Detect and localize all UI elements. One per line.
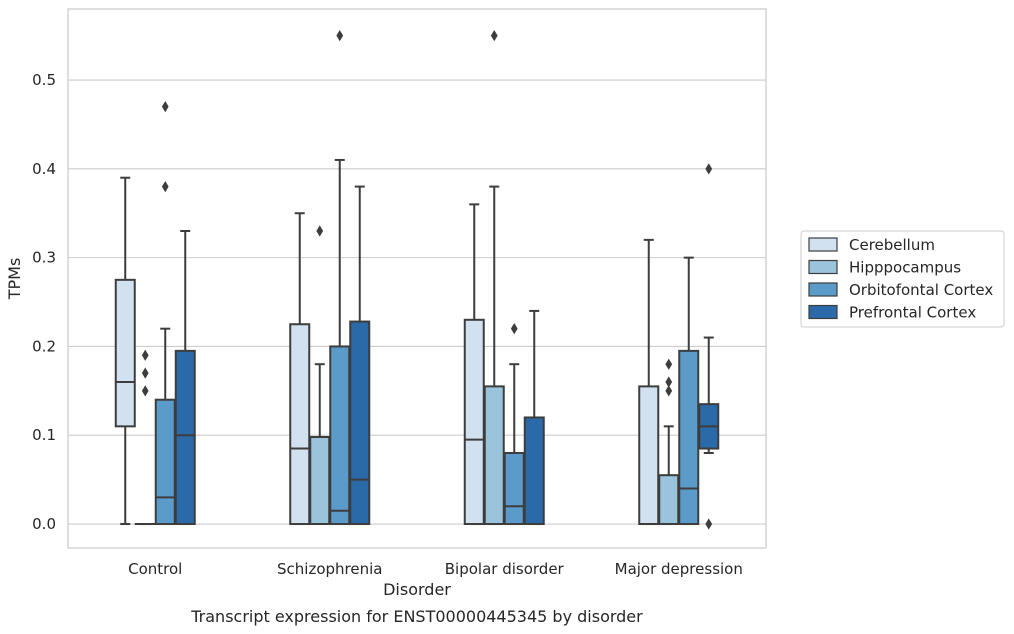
box-body bbox=[154, 398, 176, 526]
box-prefrontal-cortex bbox=[174, 229, 196, 526]
box-body bbox=[174, 349, 196, 526]
box-body bbox=[483, 385, 505, 526]
plot-area-frame bbox=[67, 8, 767, 549]
x-tick-label: Bipolar disorder bbox=[445, 560, 565, 578]
box-orbitofontal-cortex bbox=[154, 101, 176, 526]
outlier-point bbox=[705, 163, 713, 175]
box-body bbox=[678, 349, 700, 526]
box-prefrontal-cortex bbox=[523, 309, 545, 526]
y-tick-label: 0.5 bbox=[32, 71, 56, 89]
legend-swatch bbox=[808, 259, 838, 275]
box-cerebellum bbox=[114, 176, 136, 526]
outlier-point bbox=[490, 30, 498, 42]
box-body bbox=[638, 385, 660, 526]
legend: Cerebellum Hipppocampus Orbitofontal Corte… bbox=[800, 230, 1005, 328]
outlier-point bbox=[161, 180, 169, 193]
box-prefrontal-cortex bbox=[698, 163, 720, 530]
box-body bbox=[349, 320, 371, 526]
legend-swatch bbox=[808, 237, 838, 252]
legend-entry-label: Hipppocampus bbox=[849, 259, 961, 277]
outlier-point bbox=[316, 225, 324, 237]
box-hipppocampus bbox=[658, 358, 680, 526]
box-cerebellum bbox=[289, 212, 311, 526]
box-body bbox=[658, 474, 680, 526]
outlier-point bbox=[665, 385, 673, 397]
outlier-point bbox=[705, 518, 713, 530]
outlier-point bbox=[161, 101, 169, 113]
x-axis-title: Disorder bbox=[383, 580, 451, 599]
x-tick-label: Control bbox=[128, 560, 182, 578]
y-axis-title: TPMs bbox=[5, 258, 24, 301]
box-body bbox=[523, 416, 545, 526]
box-body bbox=[503, 451, 525, 526]
x-tick-labels: Control Schizophrenia Bipolar disorder Majo… bbox=[128, 560, 743, 578]
x-tick-label: Major depression bbox=[615, 560, 743, 578]
box-body bbox=[463, 318, 485, 526]
box-body bbox=[289, 323, 311, 526]
box-body bbox=[329, 345, 351, 526]
legend-entry-label: Orbitofontal Cortex bbox=[849, 281, 993, 299]
outlier-point bbox=[665, 358, 673, 370]
y-tick-label: 0.1 bbox=[32, 426, 56, 444]
y-tick-labels: 0.0 0.1 0.2 0.3 0.4 0.5 bbox=[32, 71, 56, 533]
box-body bbox=[114, 278, 136, 428]
outlier-point bbox=[141, 385, 149, 397]
y-tick-label: 0.2 bbox=[32, 337, 56, 355]
outlier-point bbox=[510, 323, 518, 335]
legend-entry-label: Cerebellum bbox=[849, 236, 935, 254]
legend-swatch bbox=[808, 282, 838, 297]
outlier-point bbox=[665, 376, 673, 388]
figure-caption: Transcript expression for ENST0000044534… bbox=[190, 607, 643, 626]
boxes bbox=[114, 30, 720, 530]
box-body bbox=[309, 436, 331, 526]
y-tick-label: 0.3 bbox=[32, 249, 56, 267]
box-hipppocampus bbox=[134, 349, 156, 526]
outlier-point bbox=[141, 367, 149, 379]
legend-entry-label: Prefrontal Cortex bbox=[849, 304, 976, 322]
y-tick-label: 0.0 bbox=[32, 515, 56, 533]
box-prefrontal-cortex bbox=[349, 185, 371, 526]
outlier-point bbox=[336, 30, 344, 42]
x-tick-label: Schizophrenia bbox=[277, 560, 382, 578]
legend-frame bbox=[800, 230, 1005, 328]
box-cerebellum bbox=[638, 238, 660, 526]
legend-swatch bbox=[808, 304, 838, 320]
y-tick-label: 0.4 bbox=[32, 160, 56, 178]
outlier-point bbox=[141, 349, 149, 361]
